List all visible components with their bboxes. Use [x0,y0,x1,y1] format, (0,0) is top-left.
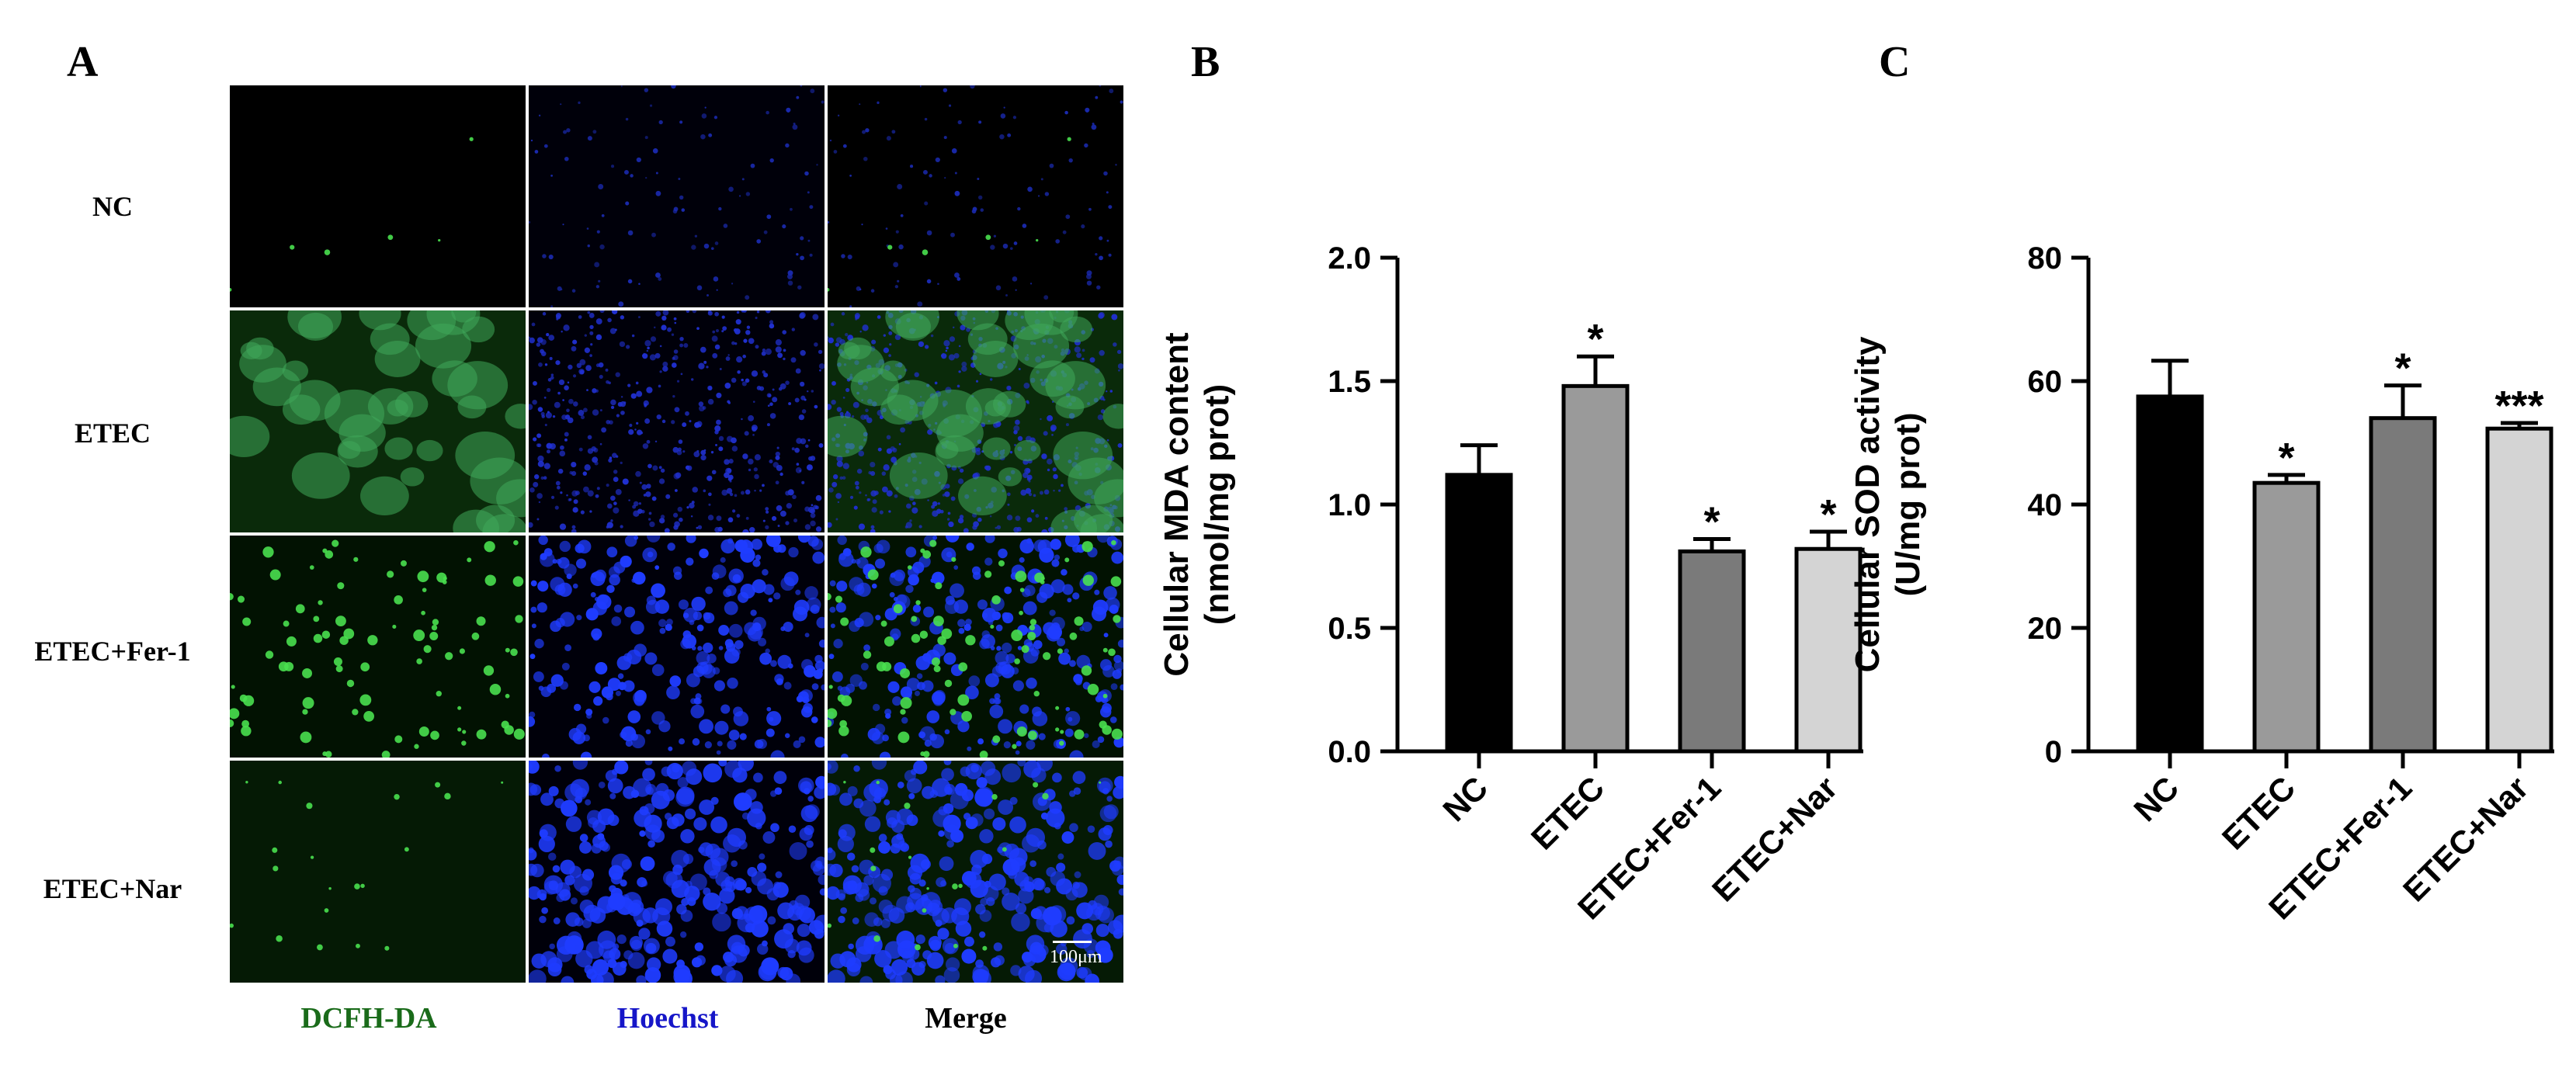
sod-y-tick-label: 40 [2028,488,2063,522]
panel-label-b: B [1191,38,1220,86]
panel-label-c: C [1879,38,1911,86]
micrograph-merge-row-4: 100μm [828,761,1123,983]
sod-y-axis-subtitle: (U/mg prot) [1889,412,1927,596]
row-label-nc: NC [92,191,133,222]
sod-significance-4: *** [2494,383,2543,429]
sod-bar-4 [2485,426,2553,754]
row-label-etec: ETEC [74,418,151,449]
mda-bar-4 [1794,546,1863,754]
mda-y-tick-label: 2.0 [1328,241,1371,276]
micrograph-hoechst-row-3 [529,536,825,758]
micrograph-merge-row-2 [828,310,1123,532]
mda-y-tick-label: 0.0 [1328,735,1371,769]
mda-y-axis-subtitle: (nmol/mg prot) [1198,384,1236,625]
mda-x-tick-label-1: NC [1436,769,1495,828]
row-label-etec-nar: ETEC+Nar [43,873,182,904]
sod-x-tick-label-2: ETEC [2215,769,2302,856]
mda-y-axis-title: Cellular MDA content [1158,332,1196,677]
mda-bar-1 [1445,473,1513,754]
micrograph-hoechst-row-4 [529,761,825,983]
micrograph-hoechst-row-1 [529,85,825,307]
sod-y-axis-title: Cellular SOD activity [1849,336,1887,672]
column-label-hoechst: Hoechst [616,1002,719,1035]
micrograph-dcfh-da-row-3 [230,536,526,758]
mda-bar-chart: 0.0 0.5 1.0 1.5 2.0 Cellular MDA content (nmol… [1158,241,1863,927]
mda-y-tick-label: 1.5 [1328,365,1371,399]
sod-y-tick-label: 20 [2028,612,2063,646]
sod-bar-2 [2252,480,2321,754]
mda-significance-3: * [1703,499,1720,546]
mda-x-tick-label-4: ETEC+Nar [1705,769,1844,908]
micrograph-dcfh-da-row-4 [230,761,526,983]
mda-significance-4: * [1820,491,1836,538]
sod-significance-3: * [2394,345,2411,392]
mda-x-tick-label-2: ETEC [1524,769,1611,856]
sod-bar-3 [2369,416,2437,754]
mda-y-tick-label: 0.5 [1328,612,1371,646]
micrograph-merge-row-1 [828,85,1123,307]
sod-bar-chart: 0 20 40 60 80 Cellular SOD activity (U/mg prot… [1849,241,2554,927]
sod-significance-2: * [2278,435,2294,481]
scale-bar-label: 100μm [1050,947,1102,967]
sod-bar-1 [2136,394,2204,754]
scale-bar [1053,941,1092,943]
mda-y-tick-label: 1.0 [1328,488,1371,522]
row-label-etec-fer1: ETEC+Fer-1 [34,636,191,667]
column-label-merge: Merge [925,1002,1007,1035]
sod-y-tick-label: 60 [2028,365,2063,399]
sod-y-tick-label: 80 [2028,241,2063,276]
mda-significance-2: * [1587,316,1603,362]
sod-y-tick-label: 0 [2045,735,2062,769]
sod-x-tick-label-4: ETEC+Nar [2396,769,2535,908]
micrograph-dcfh-da-row-2 [230,310,526,532]
micrograph-dcfh-da-row-1 [230,85,526,307]
mda-bar-2 [1561,383,1630,754]
mda-bar-3 [1678,549,1746,754]
micrograph-merge-row-3 [828,536,1123,758]
panel-label-a: A [67,38,99,86]
column-label-dcfh-da: DCFH-DA [300,1002,437,1035]
micrograph-hoechst-row-2 [529,310,825,532]
sod-x-tick-label-1: NC [2126,769,2185,828]
